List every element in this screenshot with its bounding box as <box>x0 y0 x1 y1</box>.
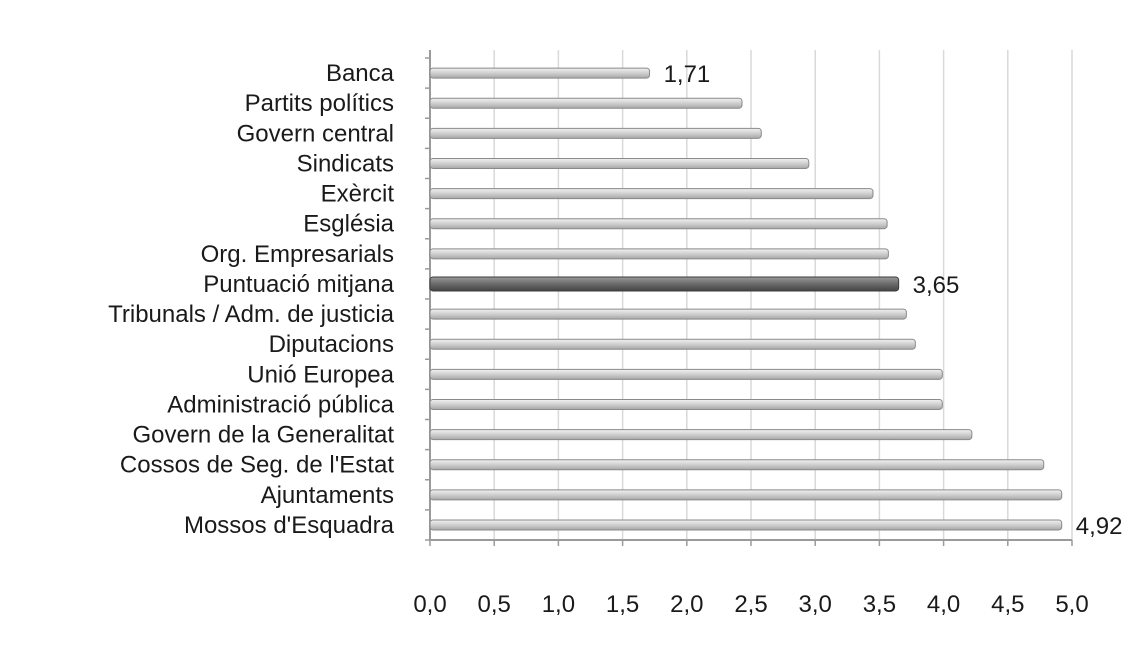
x-tick-label: 1,0 <box>542 591 575 618</box>
x-tick-label: 0,0 <box>413 591 446 618</box>
x-tick-labels: 0,0 0,5 1,0 1,5 2,0 2,5 3,0 3,5 4,0 4,5 5,0 <box>413 591 1088 618</box>
category-label-exercit: Exèrcit <box>321 181 395 208</box>
category-label-tribunals-adm-de-justicia: Tribunals / Adm. de justicia <box>108 301 395 328</box>
bar-govern-de-la-generalitat <box>429 429 973 441</box>
bar-esglesia <box>429 218 888 230</box>
bar-partits-politics <box>429 97 743 109</box>
bar-administracio-publica <box>429 398 943 410</box>
bar-tribunals-adm-de-justicia <box>429 308 907 320</box>
category-label-govern-de-la-generalitat: Govern de la Generalitat <box>133 422 395 449</box>
x-tick-label: 3,5 <box>863 591 896 618</box>
bar-org-empresarials <box>429 248 889 260</box>
x-tick-label: 2,5 <box>734 591 767 618</box>
x-tick-label: 0,5 <box>478 591 511 618</box>
bar-exercit <box>429 188 874 200</box>
category-label-diputacions: Diputacions <box>269 331 394 358</box>
x-tick-label: 4,0 <box>927 591 960 618</box>
bar-puntuacio-mitjana <box>429 276 900 292</box>
bar-cossos-de-seg-de-l-estat <box>429 459 1045 471</box>
category-label-org-empresarials: Org. Empresarials <box>201 241 394 268</box>
category-label-esglesia: Església <box>303 211 394 238</box>
x-tick-label: 1,5 <box>606 591 639 618</box>
category-label-govern-central: Govern central <box>237 120 394 147</box>
category-label-administracio-publica: Administració pública <box>167 391 394 418</box>
category-label-mossos-d-esquadra: Mossos d'Esquadra <box>184 512 395 539</box>
bar-diputacions <box>429 338 916 350</box>
x-tick-label: 4,5 <box>991 591 1024 618</box>
axes <box>425 50 1073 546</box>
category-label-unio-europea: Unió Europea <box>247 361 394 388</box>
bars <box>429 67 1063 531</box>
data-label-banca: 1,71 <box>664 61 711 88</box>
bar-govern-central <box>429 127 762 139</box>
x-tick-label: 3,0 <box>799 591 832 618</box>
category-label-ajuntaments: Ajuntaments <box>261 482 394 509</box>
category-label-sindicats: Sindicats <box>297 150 394 177</box>
x-tick-label: 2,0 <box>670 591 703 618</box>
bar-mossos-d-esquadra <box>429 519 1063 531</box>
data-labels: 1,71 3,65 4,92 <box>664 61 1123 540</box>
category-label-puntuacio-mitjana: Puntuació mitjana <box>203 271 394 298</box>
category-label-cossos-de-seg-de-l-estat: Cossos de Seg. de l'Estat <box>120 452 394 479</box>
data-label-mossos-d-esquadra: 4,92 <box>1076 513 1123 540</box>
bar-banca <box>429 67 651 79</box>
category-label-banca: Banca <box>326 60 395 87</box>
category-labels: Banca Partits polítics Govern central Sindi… <box>108 60 395 539</box>
x-tick-label: 5,0 <box>1055 591 1088 618</box>
bar-ajuntaments <box>429 489 1063 501</box>
data-label-puntuacio-mitjana: 3,65 <box>913 272 960 299</box>
bar-sindicats <box>429 157 810 169</box>
category-label-partits-politics: Partits polítics <box>245 90 394 117</box>
bar-unio-europea <box>429 368 943 380</box>
